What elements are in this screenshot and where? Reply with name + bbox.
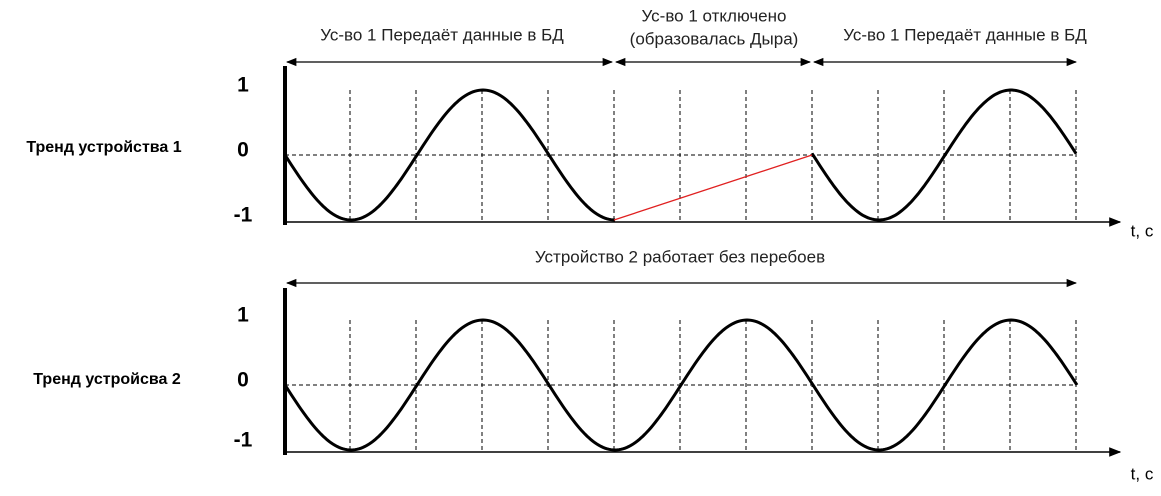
annotation: Ус-во 1 Передаёт данные в БД <box>843 25 1087 44</box>
curve <box>283 88 616 222</box>
annotation: Ус-во 1 Передаёт данные в БД <box>320 25 564 44</box>
axis-label: t, с <box>1131 221 1154 240</box>
gap-line <box>613 154 813 221</box>
y-label: 0 <box>237 369 249 392</box>
y-label: -1 <box>234 204 253 227</box>
annotation: Ус-во 1 отключено <box>642 6 787 25</box>
annotation: Устройство 2 работает без перебоев <box>535 247 825 266</box>
y-label: 0 <box>237 139 249 162</box>
y-label: -1 <box>234 429 253 452</box>
panel-label: Тренд устройства 1 <box>26 139 181 156</box>
curve <box>283 318 1079 452</box>
plots <box>283 66 1122 457</box>
panel-label: Тренд устройсва 2 <box>33 371 181 388</box>
annotation: (образовалась Дыра) <box>630 29 799 48</box>
curve <box>810 88 1078 222</box>
y-label: 1 <box>237 74 249 97</box>
axis-label: t, с <box>1131 464 1154 483</box>
y-label: 1 <box>237 304 249 327</box>
span-arrows <box>285 57 1078 288</box>
